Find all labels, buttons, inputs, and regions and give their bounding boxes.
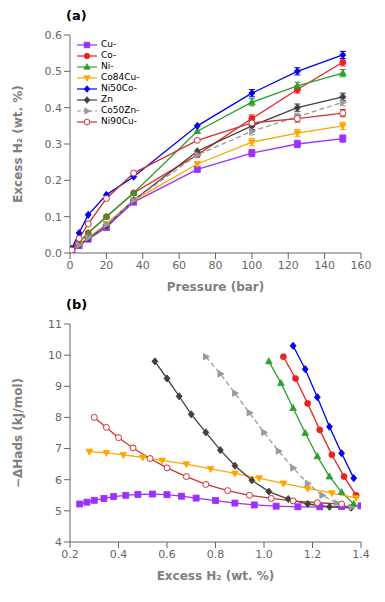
svg-text:1.0: 1.0 xyxy=(255,548,273,561)
svg-text:1.4: 1.4 xyxy=(352,548,370,561)
html-text:Ni90Cu-: Ni90Cu- xyxy=(101,116,137,126)
svg-text:−ΔHads (kJ/mol): −ΔHads (kJ/mol) xyxy=(11,378,25,488)
svg-text:8: 8 xyxy=(55,411,62,424)
svg-text:0.0: 0.0 xyxy=(45,247,63,260)
html-text:Ni50Co-: Ni50Co- xyxy=(101,83,137,93)
svg-text:140: 140 xyxy=(314,259,335,272)
svg-text:40: 40 xyxy=(136,259,150,272)
svg-text:0.5: 0.5 xyxy=(45,65,63,78)
html-text:Zn: Zn xyxy=(101,94,113,104)
svg-text:1.2: 1.2 xyxy=(304,548,322,561)
svg-text:0.1: 0.1 xyxy=(45,211,63,224)
svg-text:100: 100 xyxy=(241,259,262,272)
html-text:(b): (b) xyxy=(66,297,88,312)
svg-text:11: 11 xyxy=(48,318,62,331)
svg-text:120: 120 xyxy=(278,259,299,272)
svg-text:6: 6 xyxy=(55,474,62,487)
html-text:Cu-: Cu- xyxy=(101,39,117,49)
html-text:Co50Zn-: Co50Zn- xyxy=(101,105,140,115)
svg-text:0.4: 0.4 xyxy=(45,102,63,115)
html-text:Co84Cu-: Co84Cu- xyxy=(101,72,140,82)
svg-text:20: 20 xyxy=(99,259,113,272)
svg-text:Excess H₂ (wt. %): Excess H₂ (wt. %) xyxy=(11,85,25,203)
svg-text:9: 9 xyxy=(55,380,62,393)
svg-text:0.6: 0.6 xyxy=(158,548,176,561)
svg-text:60: 60 xyxy=(172,259,186,272)
svg-text:0.2: 0.2 xyxy=(61,548,79,561)
svg-text:0: 0 xyxy=(67,259,74,272)
svg-text:160: 160 xyxy=(351,259,372,272)
svg-text:5: 5 xyxy=(55,505,62,518)
svg-text:0.4: 0.4 xyxy=(110,548,128,561)
svg-text:80: 80 xyxy=(209,259,223,272)
svg-text:0.2: 0.2 xyxy=(45,174,63,187)
svg-text:0.8: 0.8 xyxy=(207,548,225,561)
svg-text:0.6: 0.6 xyxy=(45,29,63,42)
svg-text:Pressure (bar): Pressure (bar) xyxy=(167,280,265,294)
svg-text:Excess H₂ (wt. %): Excess H₂ (wt. %) xyxy=(157,569,275,583)
svg-text:10: 10 xyxy=(48,349,62,362)
html-text:Ni-: Ni- xyxy=(101,61,114,71)
svg-text:7: 7 xyxy=(55,442,62,455)
html-text:Co-: Co- xyxy=(101,50,117,60)
svg-text:0.3: 0.3 xyxy=(45,138,63,151)
svg-text:4: 4 xyxy=(55,536,62,549)
html-text:(a): (a) xyxy=(66,8,87,23)
